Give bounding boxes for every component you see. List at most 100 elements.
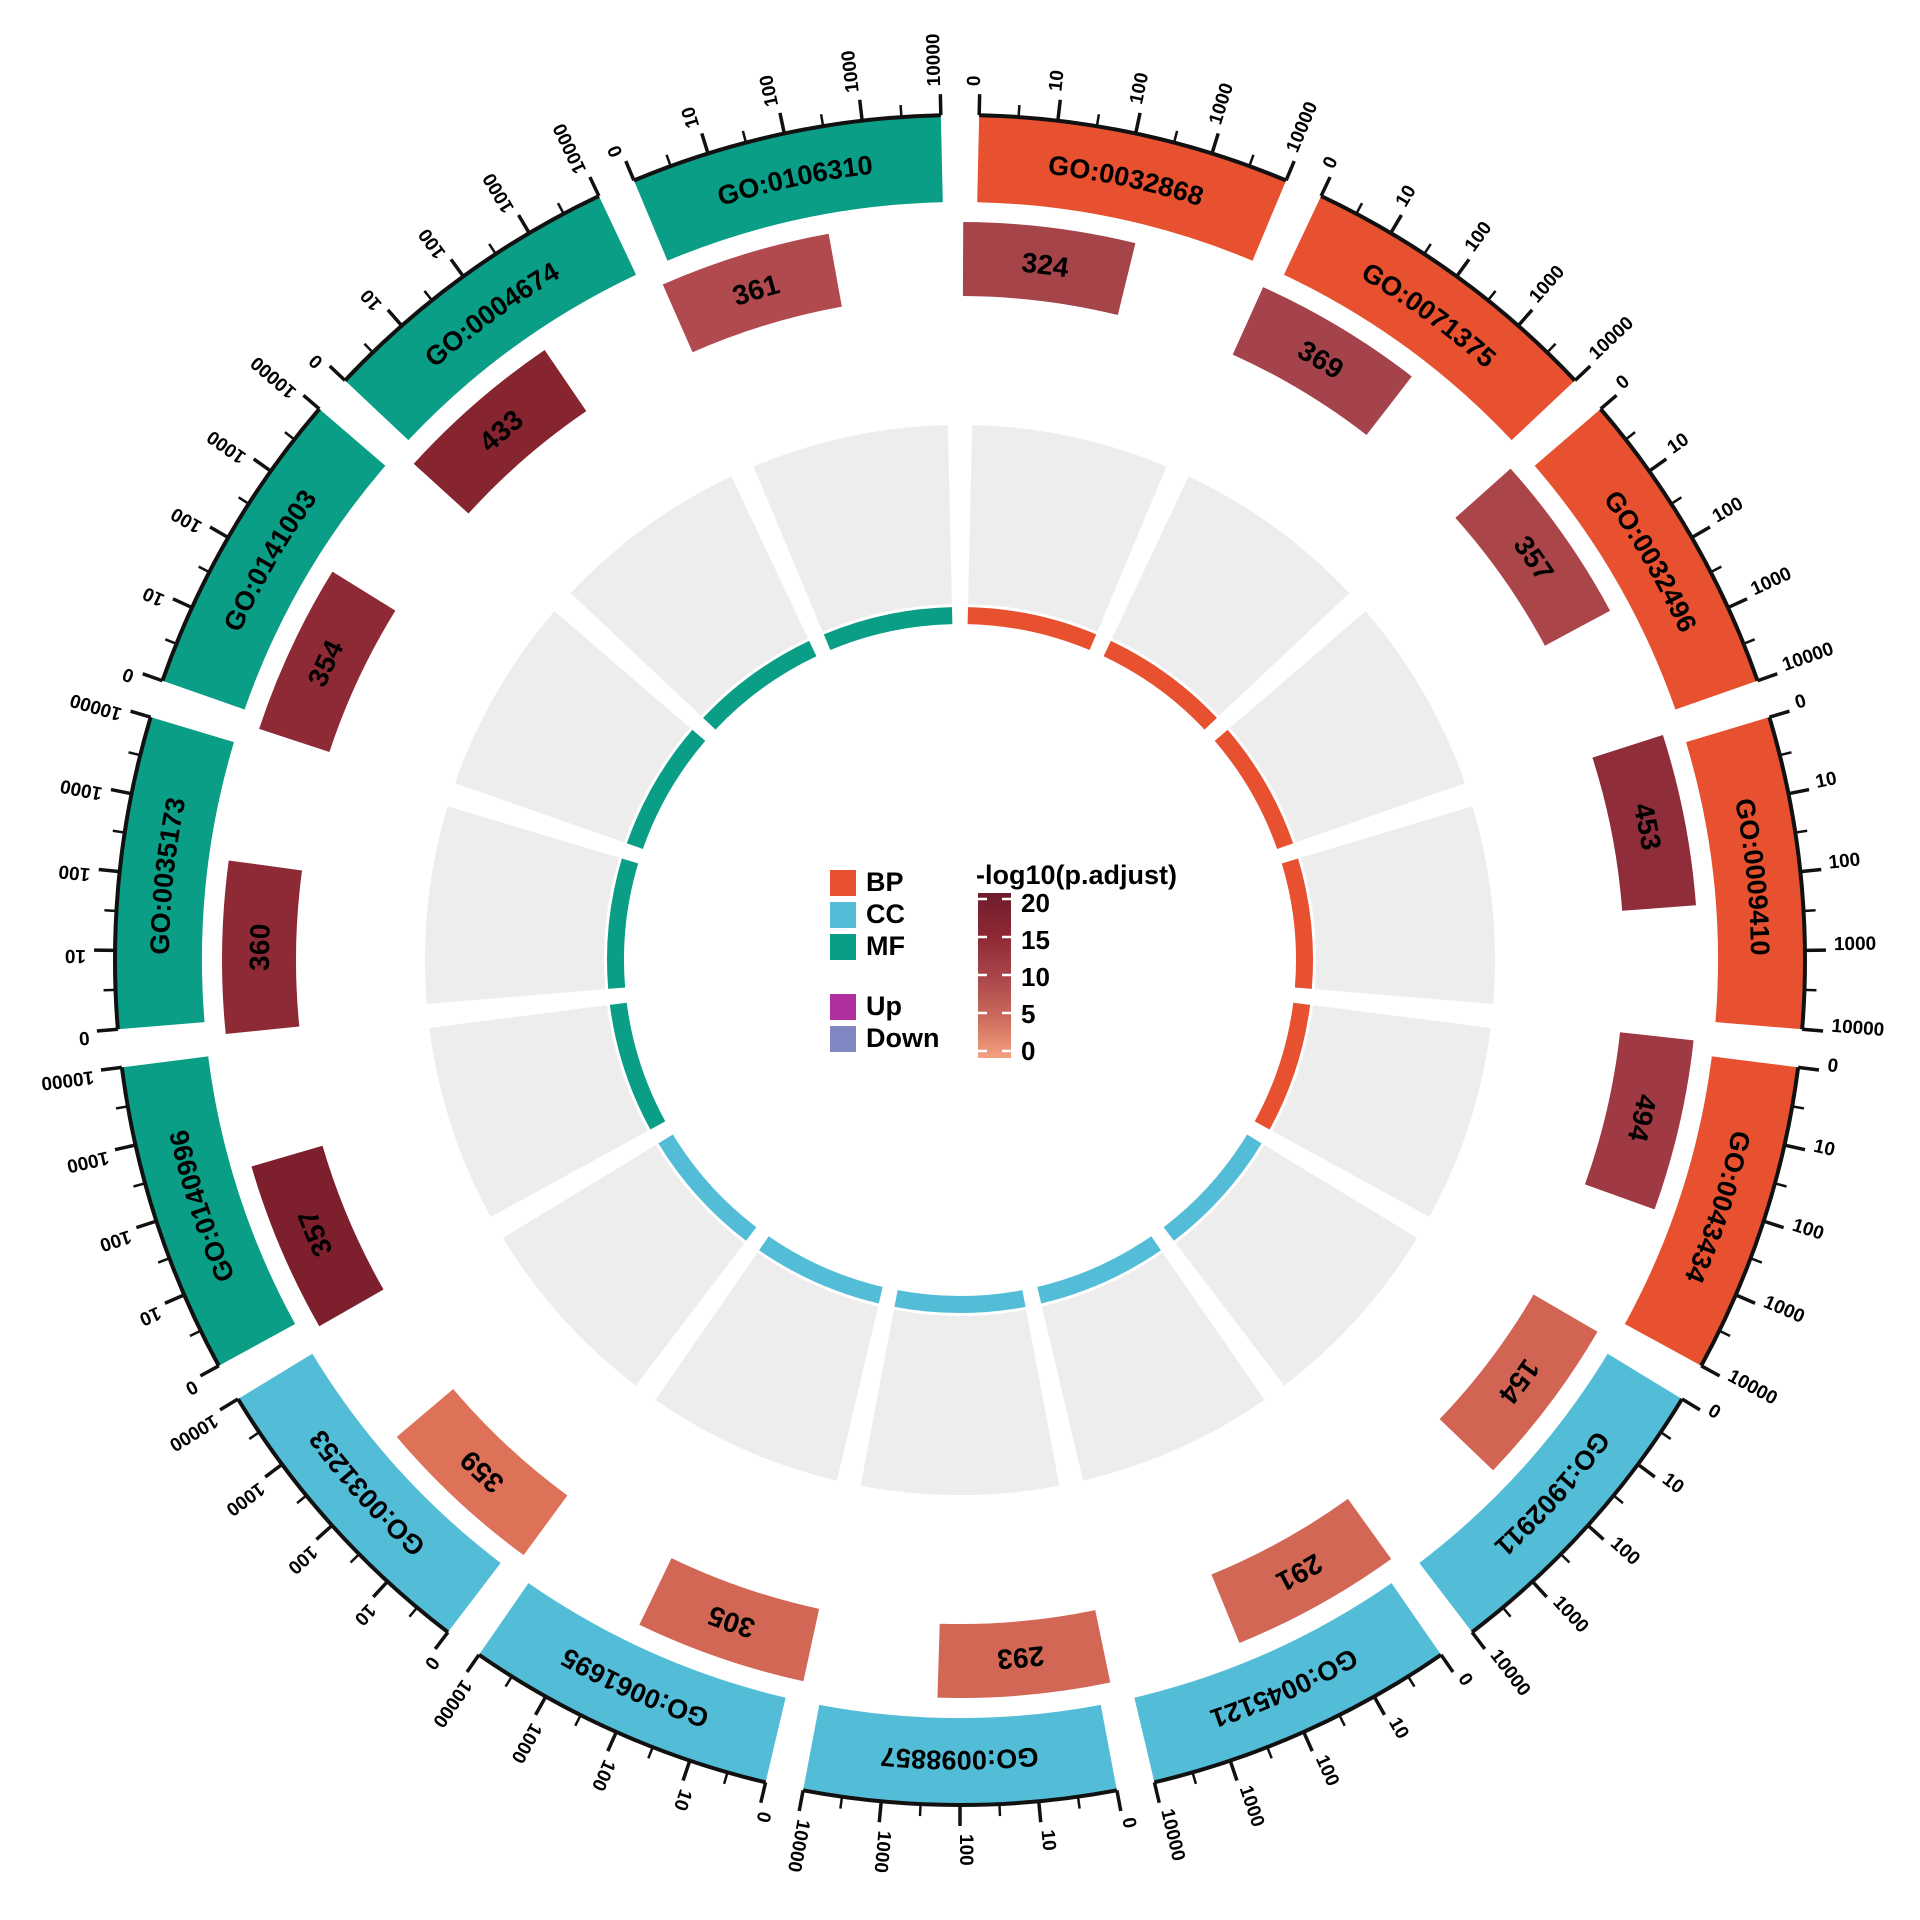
axis-minor-tick (189, 1329, 202, 1338)
count-block (937, 1610, 1111, 1698)
axis-minor-tick (1774, 1182, 1787, 1188)
axis-tick (100, 1065, 123, 1072)
axis-tick (264, 1462, 284, 1479)
axis-minor-tick (248, 1431, 260, 1440)
axis-minor-tick (1266, 1746, 1273, 1759)
go-segment-arc (121, 1056, 296, 1366)
background-sector (1175, 1144, 1418, 1386)
background-sector (1229, 611, 1465, 843)
axis-tick (1802, 1027, 1824, 1033)
axis-tick-label: 10 (1037, 1829, 1060, 1852)
count-label: 324 (1020, 247, 1071, 284)
axis-minor-tick (722, 1772, 729, 1785)
axis-minor-tick (1779, 751, 1792, 757)
axis-minor-tick (918, 1804, 922, 1817)
axis-tick-label: 0 (1117, 1816, 1140, 1830)
axis-tick (1788, 787, 1810, 796)
axis-tick (1599, 393, 1618, 411)
axis-minor-tick (296, 1494, 308, 1505)
axis-tick (328, 364, 347, 382)
axis-minor-tick (112, 829, 125, 834)
axis-tick-label: 1000 (507, 1719, 546, 1766)
axis-tick-label: 10 (136, 1302, 164, 1330)
axis-tick-label: 0 (1826, 1055, 1839, 1077)
axis-minor-tick (1017, 104, 1021, 118)
legend-swatch-cc (830, 902, 856, 928)
axis-tick-label: 1000 (1548, 1592, 1592, 1637)
category-inner-arc (1037, 1236, 1161, 1304)
count-block (962, 222, 1136, 316)
axis-minor-tick (1172, 130, 1179, 143)
axis-tick (624, 160, 636, 182)
category-inner-arc (658, 1134, 757, 1241)
axis-minor-tick (1792, 1105, 1805, 1110)
axis-tick (1768, 709, 1790, 719)
axis-tick-label: 10000 (428, 1676, 475, 1731)
legend-label-up: Up (866, 991, 902, 1021)
count-label-text: 360 (244, 923, 276, 971)
go-segment-arc (1134, 1583, 1442, 1783)
count-block (1455, 468, 1611, 646)
colorbar-tick-label: 5 (1021, 999, 1035, 1029)
axis-minor-tick (1612, 1494, 1624, 1505)
axis-tick-label: 100 (1828, 849, 1862, 873)
background-sector (968, 425, 1167, 632)
axis-minor-tick (1501, 1606, 1512, 1618)
axis-tick-label: 1000 (1748, 563, 1795, 600)
axis-tick-label: 100 (58, 860, 92, 884)
axis-tick-label: 10 (1812, 1136, 1837, 1161)
axis-tick (98, 867, 120, 874)
axis-tick-label: 100 (168, 503, 206, 537)
axis-tick (1152, 1781, 1161, 1804)
go-segment-arc (1283, 196, 1575, 441)
background-sector (753, 425, 952, 632)
axis-tick (1648, 457, 1668, 473)
axis-tick (1636, 1462, 1656, 1479)
go-segment-arc (345, 196, 637, 441)
axis-tick-label: 1000 (222, 1478, 268, 1520)
go-segment-arc (1624, 1056, 1799, 1366)
axis-minor-tick (998, 1804, 1002, 1817)
axis-tick-label: 1000 (1760, 1292, 1807, 1328)
axis-tick-label: 10000 (1585, 313, 1638, 365)
axis-tick-label: 10000 (1831, 1016, 1885, 1041)
axis-minor-tick (115, 1105, 128, 1110)
axis-tick (315, 1524, 334, 1541)
axis-tick-label: 0 (752, 1809, 775, 1824)
count-label: 360 (244, 923, 276, 971)
axis-tick-label: 0 (1793, 690, 1809, 713)
axis-tick-label: 1000 (1525, 262, 1569, 308)
colorbar-tick-label: 10 (1021, 962, 1050, 992)
legend-swatch-up (830, 994, 856, 1020)
axis-tick (1763, 1219, 1785, 1230)
axis-tick (465, 1653, 481, 1673)
go-segment-arc (115, 717, 234, 1030)
axis-tick (1690, 525, 1711, 540)
axis-tick (606, 1731, 618, 1752)
background-sector (429, 1005, 648, 1217)
background-sector (570, 476, 808, 716)
axis-minor-tick (1095, 114, 1101, 127)
count-label-text: 324 (1020, 247, 1071, 284)
go-term-label-text: GO:0098857 (879, 1741, 1039, 1775)
axis-minor-tick (1487, 290, 1497, 302)
axis-minor-tick (1795, 829, 1808, 834)
axis-tick-label: 0 (305, 350, 327, 373)
axis-tick-label: 10000 (1156, 1807, 1189, 1863)
axis-minor-tick (839, 1796, 844, 1809)
axis-tick (1784, 1143, 1806, 1152)
axis-tick-label: 100 (1311, 1752, 1343, 1790)
axis-tick-label: 1000 (1235, 1783, 1268, 1830)
axis-tick (130, 709, 152, 719)
axis-tick-label: 10 (1664, 429, 1693, 458)
axis-minor-tick (1560, 1553, 1571, 1564)
axis-tick (386, 308, 404, 327)
axis-tick-label: 10 (1814, 768, 1839, 793)
category-inner-arc (967, 607, 1097, 651)
count-block (639, 1558, 820, 1682)
axis-tick (534, 1695, 548, 1716)
axis-tick (433, 1631, 450, 1650)
category-inner-arc (894, 1290, 1026, 1313)
category-inner-arc (626, 729, 706, 849)
category-inner-arc (1214, 729, 1294, 849)
